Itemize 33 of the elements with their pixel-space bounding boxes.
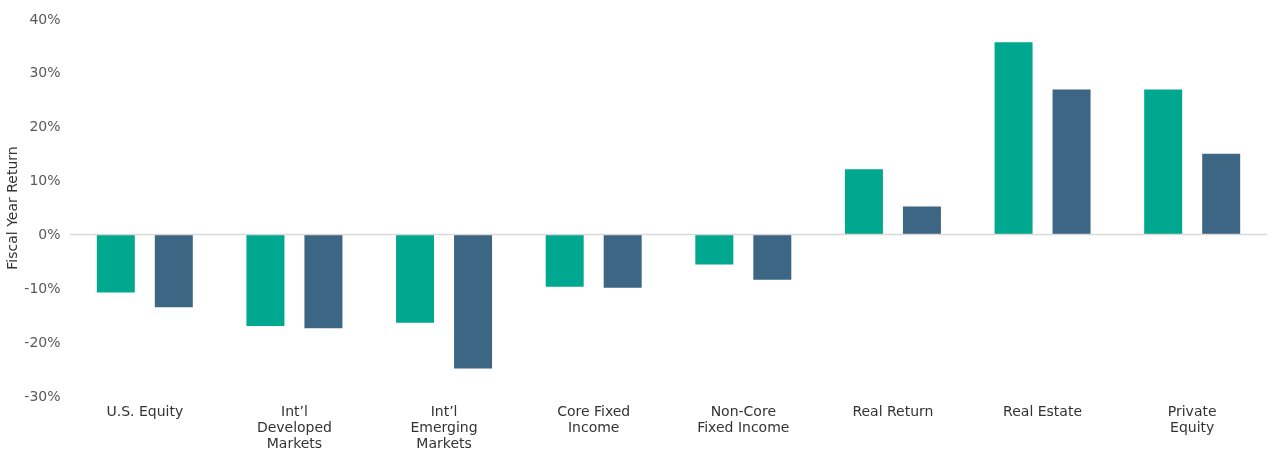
y-tick-label: 40% bbox=[29, 10, 61, 27]
bar bbox=[1144, 89, 1183, 235]
y-tick-label: 30% bbox=[29, 64, 61, 81]
x-tick-label: Real Return bbox=[852, 402, 934, 419]
bar bbox=[753, 234, 792, 280]
x-tick-label: Real Estate bbox=[1003, 402, 1083, 419]
y-tick-label: 0% bbox=[38, 225, 61, 242]
bar bbox=[246, 234, 285, 326]
y-tick-label: -20% bbox=[24, 333, 61, 350]
x-tick-label: Private Equity bbox=[1167, 402, 1217, 435]
bar bbox=[96, 234, 135, 293]
bar bbox=[304, 234, 343, 329]
bar bbox=[603, 234, 642, 288]
y-tick-label: -10% bbox=[24, 279, 61, 296]
x-tick-label: Int’l Emerging Markets bbox=[410, 402, 478, 451]
bar bbox=[396, 234, 435, 323]
bar bbox=[545, 234, 584, 287]
x-tick-label: Non-Core Fixed Income bbox=[697, 402, 790, 435]
y-tick-label: 20% bbox=[29, 118, 61, 135]
bar bbox=[1202, 153, 1241, 235]
bar bbox=[902, 206, 941, 235]
x-tick-label: Core Fixed Income bbox=[557, 402, 631, 435]
bar bbox=[695, 234, 734, 265]
y-axis-title: Fiscal Year Return bbox=[4, 146, 21, 270]
x-tick-label: U.S. Equity bbox=[106, 402, 184, 419]
bar bbox=[454, 234, 493, 369]
y-tick-label: -30% bbox=[24, 387, 61, 404]
bar bbox=[994, 42, 1033, 235]
bar bbox=[154, 234, 193, 308]
bar bbox=[1052, 89, 1091, 235]
bar bbox=[844, 169, 883, 235]
x-tick-label: Int’l Developed Markets bbox=[256, 402, 333, 451]
y-tick-label: 10% bbox=[29, 172, 61, 189]
